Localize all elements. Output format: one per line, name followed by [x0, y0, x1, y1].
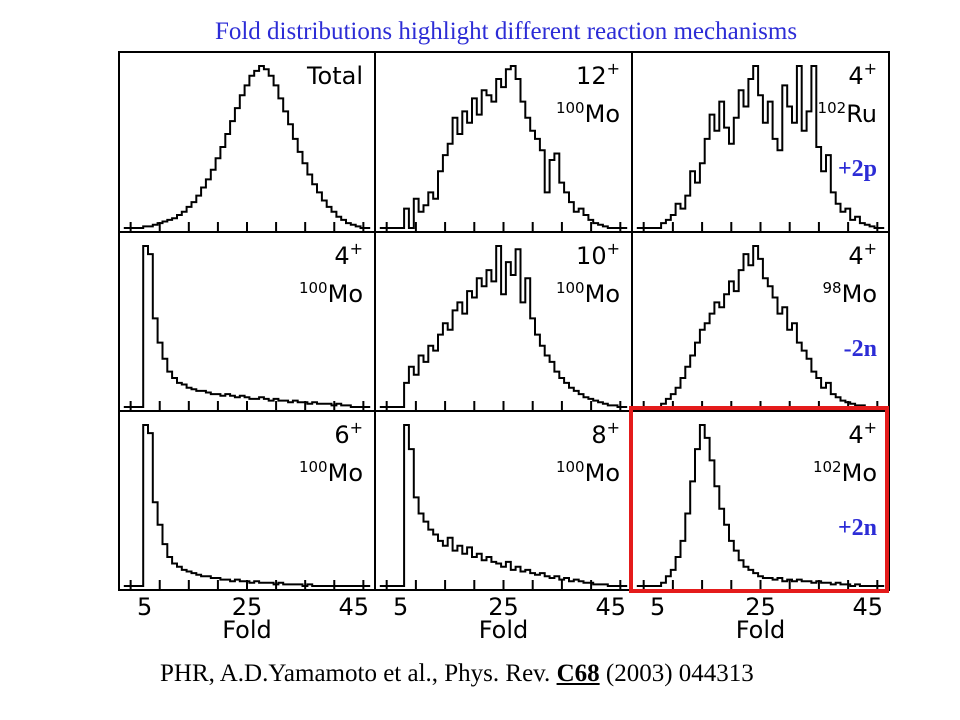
- panel-r2c1-state-label: 8+: [591, 418, 620, 449]
- panel-r1c2-nucleus-mass: 98: [823, 279, 842, 297]
- panel-r2c0-state-label-sup: +: [350, 418, 363, 437]
- chart-title: Fold distributions highlight different r…: [214, 18, 798, 45]
- panel-r2c1-x-tick-label-25: 25: [488, 593, 519, 621]
- panel-r0c1-state-label: 12+: [576, 59, 620, 90]
- panel-r0c2-reaction-annotation: +2p: [838, 156, 877, 182]
- panel-r1c0-nucleus-label: 100Mo: [299, 279, 363, 308]
- panel-r0c2-nucleus-symbol: Ru: [846, 100, 877, 128]
- panel-r2c0-x-tick-label-25: 25: [232, 593, 263, 621]
- panel-r2c2-nucleus-symbol: Mo: [842, 459, 877, 487]
- panel-r1c2-histogram: [636, 245, 885, 408]
- panel-r1c0-state-label-main: 4: [334, 242, 349, 270]
- panel-r2c2-state-label-main: 4: [848, 421, 863, 449]
- panel-r1c1-state-label: 10+: [576, 239, 620, 270]
- citation-suffix: (2003) 044313: [599, 660, 754, 687]
- panel-r1c0-nucleus-mass: 100: [299, 279, 328, 297]
- panel-r1c0-nucleus-symbol: Mo: [328, 280, 363, 308]
- panel-r2c0-state-label-main: 6: [334, 421, 349, 449]
- panel-r2c2-state-label-sup: +: [864, 418, 877, 437]
- panel-r2c0-x-tick-label-5: 5: [137, 593, 152, 621]
- panel-r1c1-state-label-main: 10: [576, 242, 607, 270]
- panel-r1c1-nucleus-symbol: Mo: [585, 280, 620, 308]
- panel-r0c2-state-label: 4+: [848, 59, 877, 90]
- panel-r2c0-nucleus-symbol: Mo: [328, 459, 363, 487]
- panel-r0c1-histogram: [379, 65, 628, 229]
- panel-r0c0-state-label-main: Total: [306, 62, 363, 90]
- panel-r1c1-nucleus-mass: 100: [556, 279, 585, 297]
- panel-r1c1-state-label-sup: +: [607, 239, 620, 258]
- panel-r1c2-nucleus-label: 98Mo: [823, 279, 877, 308]
- panel-r2c2-x-tick-label-5: 5: [650, 593, 665, 621]
- citation: PHR, A.D.Yamamoto et al., Phys. Rev. C68…: [160, 660, 940, 688]
- panel-r2c0-x-axis-title: Fold: [222, 616, 272, 644]
- panel-r1c2-state-label-sup: +: [864, 239, 877, 258]
- panel-r0c1-nucleus-symbol: Mo: [585, 100, 620, 128]
- panel-r2c0-nucleus-mass: 100: [299, 458, 328, 476]
- panel-r0c2-histogram: [636, 65, 885, 229]
- panel-r1c2-state-label: 4+: [848, 239, 877, 270]
- panel-r2c2-histogram: [636, 424, 885, 587]
- panel-r1c1-histogram: [379, 245, 628, 408]
- panel-r2c2-reaction-annotation: +2n: [838, 515, 877, 541]
- panel-r0c2-nucleus-mass: 102: [818, 99, 847, 117]
- panel-r0c1-nucleus-label: 100Mo: [556, 99, 620, 128]
- panel-r0c1-state-label-main: 12: [576, 62, 607, 90]
- panel-r2c2-nucleus-label: 102Mo: [813, 458, 877, 487]
- panel-r2c1-state-label-main: 8: [591, 421, 606, 449]
- citation-prefix: PHR, A.D.Yamamoto et al., Phys. Rev.: [160, 660, 557, 687]
- panel-r1c2-state-label-main: 4: [848, 242, 863, 270]
- panel-r2c0-x-tick-label-45: 45: [338, 593, 369, 621]
- panel-r2c1-state-label-sup: +: [607, 418, 620, 437]
- panel-r1c1-nucleus-label: 100Mo: [556, 279, 620, 308]
- panel-r2c1-x-tick-label-5: 5: [393, 593, 408, 621]
- panel-r2c1-nucleus-label: 100Mo: [556, 458, 620, 487]
- panel-r1c0-state-label: 4+: [334, 239, 363, 270]
- panel-r2c1-histogram: [379, 424, 628, 587]
- panel-r0c1-state-label-sup: +: [607, 59, 620, 78]
- panel-r0c0-state-label: Total: [306, 62, 363, 90]
- panel-r2c1-nucleus-symbol: Mo: [585, 459, 620, 487]
- panel-r2c2-state-label: 4+: [848, 418, 877, 449]
- panel-r0c2-state-label-sup: +: [864, 59, 877, 78]
- panel-r2c0-state-label: 6+: [334, 418, 363, 449]
- panel-r2c0-nucleus-label: 100Mo: [299, 458, 363, 487]
- panel-r0c2-nucleus-label: 102Ru: [818, 99, 877, 128]
- panel-r1c2-nucleus-symbol: Mo: [842, 280, 877, 308]
- highlight-box: [629, 406, 889, 593]
- panel-r2c2-x-tick-label-25: 25: [745, 593, 776, 621]
- panel-r0c1-nucleus-mass: 100: [556, 99, 585, 117]
- panel-r2c1-x-tick-label-45: 45: [595, 593, 626, 621]
- panel-r1c0-state-label-sup: +: [350, 239, 363, 258]
- panel-r2c0-histogram: [123, 424, 371, 587]
- panel-r2c2-x-tick-label-45: 45: [852, 593, 883, 621]
- panel-r2c2-nucleus-mass: 102: [813, 458, 842, 476]
- panel-r2c2-x-axis-title: Fold: [736, 616, 786, 644]
- citation-journal: C68: [556, 660, 600, 687]
- panel-r0c0-histogram: [123, 65, 371, 229]
- panel-r2c1-x-axis-title: Fold: [479, 616, 529, 644]
- panel-r1c0-histogram: [123, 245, 371, 408]
- panel-r0c2-state-label-main: 4: [848, 62, 863, 90]
- panel-r1c2-reaction-annotation: -2n: [844, 336, 877, 362]
- panel-r2c1-nucleus-mass: 100: [556, 458, 585, 476]
